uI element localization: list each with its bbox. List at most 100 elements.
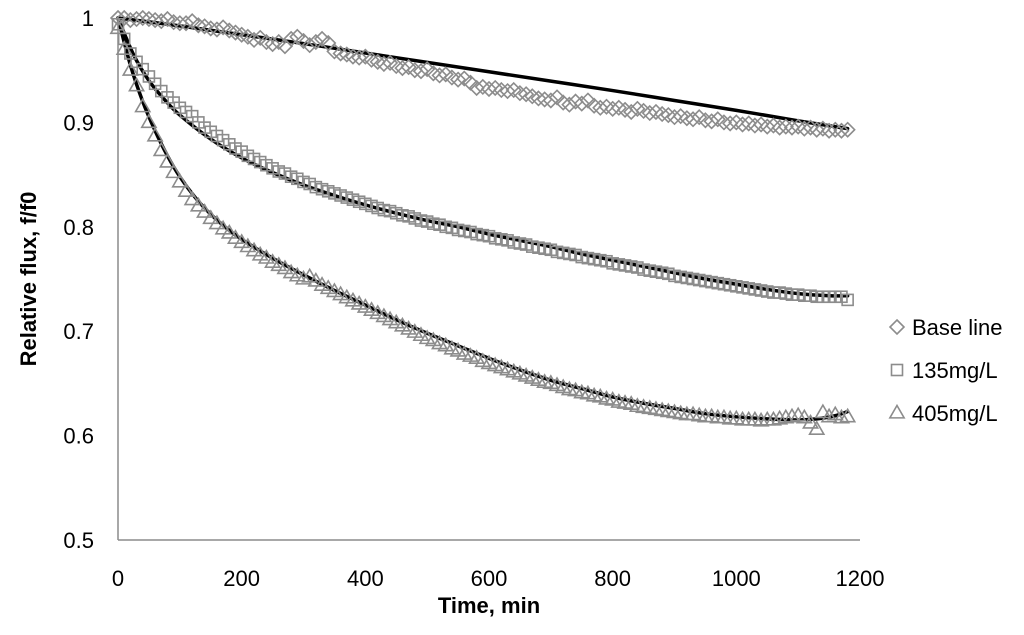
fit-line-base-line <box>116 16 850 131</box>
data-point-base-line <box>573 95 590 112</box>
data-point-405mg-l <box>820 407 838 423</box>
data-point-base-line <box>542 92 559 109</box>
data-point-405mg-l <box>301 267 319 283</box>
data-point-base-line <box>734 116 751 133</box>
data-point-405mg-l <box>220 223 238 239</box>
data-point-405mg-l <box>165 163 183 179</box>
data-point-405mg-l <box>802 413 820 429</box>
data-point-405mg-l <box>814 403 832 419</box>
y-axis-title: Relative flux, f/f0 <box>16 192 41 367</box>
data-point-base-line <box>499 82 516 100</box>
data-point-base-line <box>833 122 850 139</box>
x-tick-labels: 0 200 400 600 800 1000 1200 <box>112 566 885 591</box>
data-point-405mg-l <box>832 408 850 424</box>
data-point-405mg-l <box>158 152 176 168</box>
y-tick-label: 0.5 <box>63 528 94 553</box>
data-point-base-line <box>777 118 794 135</box>
x-tick-label: 0 <box>112 566 124 591</box>
data-point-405mg-l <box>202 209 220 225</box>
data-point-405mg-l <box>233 233 251 249</box>
data-point-405mg-l <box>171 172 189 188</box>
data-point-base-line <box>827 121 844 138</box>
data-point-405mg-l <box>257 249 275 264</box>
data-point-405mg-l <box>839 407 857 423</box>
legend-label-135mg-l: 135mg/L <box>912 358 998 383</box>
data-point-135mg-l <box>841 293 854 307</box>
x-tick-label: 400 <box>347 566 384 591</box>
data-point-405mg-l <box>226 229 244 244</box>
y-tick-label: 0.6 <box>63 424 94 449</box>
data-point-base-line <box>283 30 300 48</box>
data-point-405mg-l <box>783 407 801 423</box>
data-point-405mg-l <box>764 410 782 426</box>
y-tick-label: 0.7 <box>63 319 94 344</box>
data-point-base-line <box>332 45 349 62</box>
axes <box>117 18 860 541</box>
data-point-base-line <box>202 20 219 37</box>
data-point-405mg-l <box>239 237 257 253</box>
data-point-base-line <box>697 112 714 129</box>
legend-label-405mg-l: 405mg/L <box>912 401 998 426</box>
data-point-405mg-l <box>146 126 164 142</box>
data-point-base-line <box>604 100 621 117</box>
x-tick-label: 600 <box>471 566 508 591</box>
data-point-base-line <box>616 101 634 119</box>
data-point-405mg-l <box>307 271 325 287</box>
data-point-405mg-l <box>134 97 152 113</box>
y-tick-label: 1 <box>82 6 94 31</box>
data-point-base-line <box>808 121 825 138</box>
legend-label-base-line: Base line <box>912 315 1003 340</box>
fit-line-405mg-l <box>116 16 850 422</box>
data-point-base-line <box>641 104 658 122</box>
data-point-405mg-l <box>121 61 139 76</box>
data-point-405mg-l <box>752 411 770 427</box>
data-point-base-line <box>511 85 529 102</box>
data-point-405mg-l <box>208 214 226 230</box>
data-point-base-line <box>406 62 423 79</box>
data-point-base-line <box>412 63 430 80</box>
y-tick-labels: 0.5 0.6 0.7 0.8 0.9 1 <box>63 6 94 553</box>
data-point-base-line <box>146 11 164 29</box>
data-point-405mg-l <box>189 196 207 212</box>
data-point-base-line <box>654 105 671 123</box>
x-tick-label: 1000 <box>712 566 761 591</box>
data-point-base-line <box>190 17 207 34</box>
data-point-405mg-l <box>777 408 795 424</box>
data-point-405mg-l <box>196 203 214 218</box>
data-point-405mg-l <box>115 40 133 55</box>
data-point-base-line <box>561 96 578 113</box>
data-point-base-line <box>746 117 764 134</box>
data-point-base-line <box>684 111 702 128</box>
data-point-405mg-l <box>214 219 232 235</box>
data-point-base-line <box>153 13 170 30</box>
data-point-base-line <box>759 118 776 135</box>
data-point-base-line <box>351 49 368 66</box>
data-point-base-line <box>592 99 609 116</box>
fit-line-135mg-l <box>116 16 850 298</box>
data-point-405mg-l <box>795 408 813 424</box>
data-point-base-line <box>264 35 281 53</box>
data-point-base-line <box>666 109 683 126</box>
data-point-base-line <box>493 81 510 99</box>
data-point-base-line <box>208 21 226 38</box>
data-point-base-line <box>722 115 739 132</box>
x-tick-label: 1200 <box>836 566 885 591</box>
data-point-405mg-l <box>128 76 146 92</box>
data-point-405mg-l <box>808 420 826 436</box>
data-point-base-line <box>524 88 541 105</box>
x-tick-label: 200 <box>223 566 260 591</box>
data-point-base-line <box>245 31 263 49</box>
y-tick-label: 0.9 <box>63 110 94 135</box>
data-point-base-line <box>449 71 467 88</box>
data-point-base-line <box>635 102 652 120</box>
data-point-base-line <box>623 103 640 121</box>
data-point-405mg-l <box>294 269 313 285</box>
data-point-base-line <box>165 14 182 31</box>
data-point-base-line <box>820 122 838 139</box>
data-point-base-line <box>140 10 158 28</box>
data-point-base-line <box>134 9 151 27</box>
data-point-405mg-l <box>140 113 158 129</box>
legend-marker-base-line <box>888 318 906 336</box>
data-point-base-line <box>678 110 695 127</box>
